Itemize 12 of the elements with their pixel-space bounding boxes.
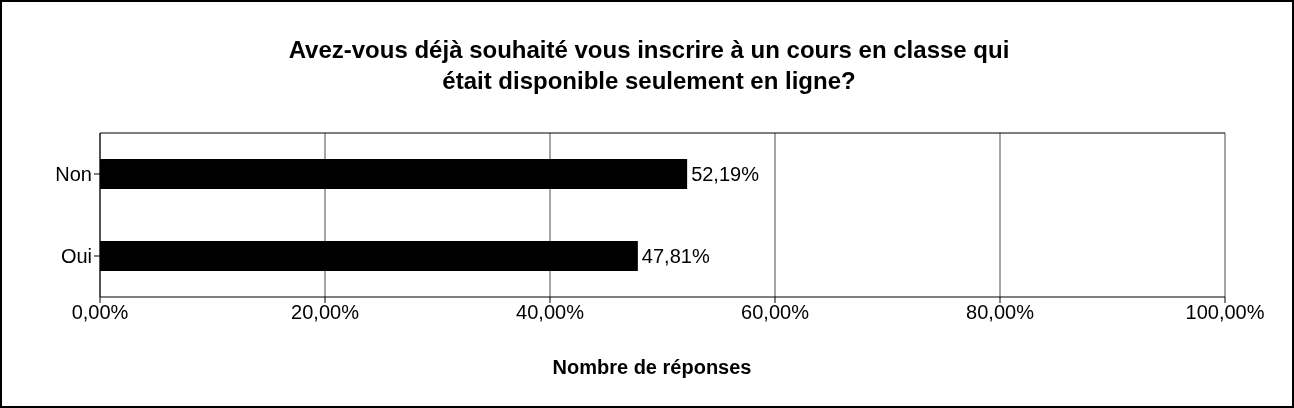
x-tick-label: 20,00% xyxy=(291,301,360,324)
x-tick-label: 40,00% xyxy=(516,301,585,324)
chart-title: Avez-vous déjà souhaité vous inscrire à un cours en classe qui était disponible seulement en ligne? xyxy=(287,35,1011,96)
data-label: 52,19% xyxy=(691,163,760,185)
x-tick-label: 0,00% xyxy=(71,301,129,324)
y-tick-label: Oui xyxy=(60,245,92,268)
x-tick-label: 60,00% xyxy=(741,301,810,324)
data-label: 47,81% xyxy=(641,245,710,267)
x-tick-label: 80,00% xyxy=(966,301,1035,324)
y-tick-label: Non xyxy=(55,163,92,186)
x-axis-title: Nombre de réponses xyxy=(551,356,753,379)
x-tick-label: 100,00% xyxy=(1185,301,1265,324)
